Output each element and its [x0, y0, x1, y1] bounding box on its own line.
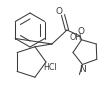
Text: OH: OH: [69, 33, 81, 43]
Text: N: N: [79, 66, 86, 75]
Text: O: O: [56, 8, 63, 17]
Text: HCl: HCl: [43, 63, 57, 73]
Text: O: O: [77, 26, 84, 36]
